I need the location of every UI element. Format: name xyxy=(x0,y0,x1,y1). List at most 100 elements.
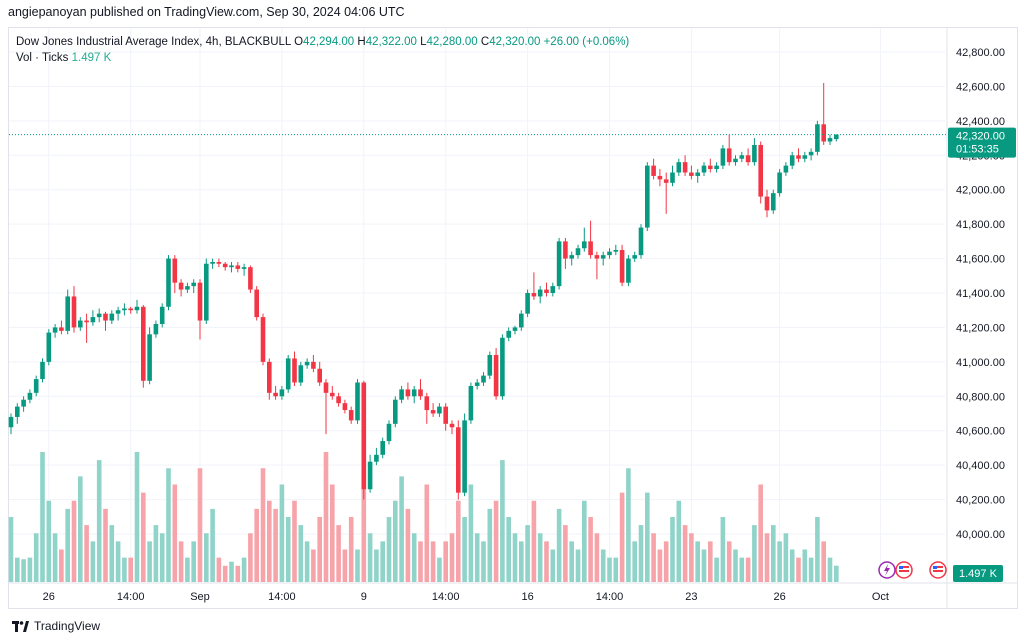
candle-body[interactable] xyxy=(166,258,171,307)
candle-body[interactable] xyxy=(537,289,543,297)
candle-body[interactable] xyxy=(481,375,486,383)
candle-body[interactable] xyxy=(783,165,789,173)
candle-body[interactable] xyxy=(342,403,348,411)
candle-body[interactable] xyxy=(456,427,461,493)
candle-body[interactable] xyxy=(418,389,423,397)
candle-body[interactable] xyxy=(638,227,644,256)
candle-body[interactable] xyxy=(210,262,215,264)
candle-body[interactable] xyxy=(229,265,234,268)
candle-body[interactable] xyxy=(613,249,619,252)
candle-body[interactable] xyxy=(141,306,146,381)
candle-body[interactable] xyxy=(279,389,285,397)
candle-body[interactable] xyxy=(600,255,606,259)
candle-body[interactable] xyxy=(254,289,259,318)
candle-body[interactable] xyxy=(468,385,474,421)
candle-body[interactable] xyxy=(367,461,373,490)
candle-body[interactable] xyxy=(708,165,713,170)
candle-body[interactable] xyxy=(59,327,64,331)
candle-body[interactable] xyxy=(745,155,751,163)
candle-body[interactable] xyxy=(122,308,127,311)
candle-body[interactable] xyxy=(134,306,140,311)
candle-body[interactable] xyxy=(374,454,379,462)
candle-body[interactable] xyxy=(159,306,165,324)
candle-body[interactable] xyxy=(8,416,14,428)
candle-body[interactable] xyxy=(726,148,732,163)
candle-body[interactable] xyxy=(380,441,385,455)
footer-brand[interactable]: TradingView xyxy=(34,619,101,633)
candle-body[interactable] xyxy=(96,313,102,318)
candle-body[interactable] xyxy=(40,361,45,380)
candle-body[interactable] xyxy=(33,379,39,393)
candle-body[interactable] xyxy=(525,293,530,314)
candle-body[interactable] xyxy=(670,172,675,183)
candle-body[interactable] xyxy=(651,165,656,176)
candle-body[interactable] xyxy=(462,420,467,493)
candle-body[interactable] xyxy=(594,255,600,259)
candle-body[interactable] xyxy=(241,267,247,269)
candle-body[interactable] xyxy=(519,313,524,328)
candle-body[interactable] xyxy=(493,354,499,397)
candle-body[interactable] xyxy=(386,423,392,442)
candle-body[interactable] xyxy=(789,155,795,166)
candle-body[interactable] xyxy=(815,124,820,152)
candle-body[interactable] xyxy=(15,406,20,417)
candle-body[interactable] xyxy=(147,334,152,381)
legend-volume-label[interactable]: Vol · Ticks xyxy=(16,52,69,64)
candle-body[interactable] xyxy=(21,399,26,407)
candle-body[interactable] xyxy=(695,172,700,176)
candle-body[interactable] xyxy=(336,396,341,404)
candle-body[interactable] xyxy=(720,148,726,166)
candle-body[interactable] xyxy=(267,361,272,393)
candle-body[interactable] xyxy=(260,317,266,362)
candle-body[interactable] xyxy=(424,396,430,411)
candle-body[interactable] xyxy=(128,308,133,311)
candle-body[interactable] xyxy=(103,313,108,321)
candle-body[interactable] xyxy=(204,263,209,321)
candle-body[interactable] xyxy=(506,330,511,338)
candle-body[interactable] xyxy=(588,241,593,256)
candle-body[interactable] xyxy=(556,241,562,287)
candle-body[interactable] xyxy=(632,255,637,259)
candle-body[interactable] xyxy=(330,392,335,397)
candle-body[interactable] xyxy=(311,361,316,369)
candle-body[interactable] xyxy=(317,368,322,383)
candle-body[interactable] xyxy=(487,354,493,376)
candle-body[interactable] xyxy=(531,293,537,297)
candle-body[interactable] xyxy=(178,282,184,290)
candle-body[interactable] xyxy=(771,193,776,211)
candle-body[interactable] xyxy=(65,296,70,331)
candle-body[interactable] xyxy=(222,263,228,268)
candle-body[interactable] xyxy=(550,286,556,293)
candle-body[interactable] xyxy=(292,358,297,383)
candle-body[interactable] xyxy=(52,327,58,333)
candle-body[interactable] xyxy=(657,175,663,180)
candle-body[interactable] xyxy=(802,155,808,159)
candle-body[interactable] xyxy=(563,241,568,259)
candle-body[interactable] xyxy=(273,392,278,397)
candle-body[interactable] xyxy=(733,158,738,163)
candle-body[interactable] xyxy=(185,286,190,290)
candle-body[interactable] xyxy=(71,296,77,328)
candle-body[interactable] xyxy=(821,124,826,142)
candle-body[interactable] xyxy=(172,258,178,283)
candle-body[interactable] xyxy=(153,323,159,335)
candle-body[interactable] xyxy=(544,289,549,293)
candle-body[interactable] xyxy=(46,332,52,362)
candle-body[interactable] xyxy=(191,282,196,287)
candle-body[interactable] xyxy=(411,389,417,397)
candle-body[interactable] xyxy=(443,406,448,424)
candle-body[interactable] xyxy=(682,162,688,173)
candle-body[interactable] xyxy=(115,310,121,314)
candle-body[interactable] xyxy=(619,249,625,283)
candle-body[interactable] xyxy=(808,151,814,156)
last-price-badge[interactable] xyxy=(948,127,1016,158)
candle-body[interactable] xyxy=(569,255,574,259)
candle-body[interactable] xyxy=(626,258,631,283)
candle-body[interactable] xyxy=(500,337,505,397)
candle-body[interactable] xyxy=(663,179,669,183)
candle-body[interactable] xyxy=(474,382,480,386)
candle-body[interactable] xyxy=(216,262,222,264)
candle-body[interactable] xyxy=(689,172,694,176)
candle-body[interactable] xyxy=(399,389,404,400)
candle-body[interactable] xyxy=(512,327,518,331)
